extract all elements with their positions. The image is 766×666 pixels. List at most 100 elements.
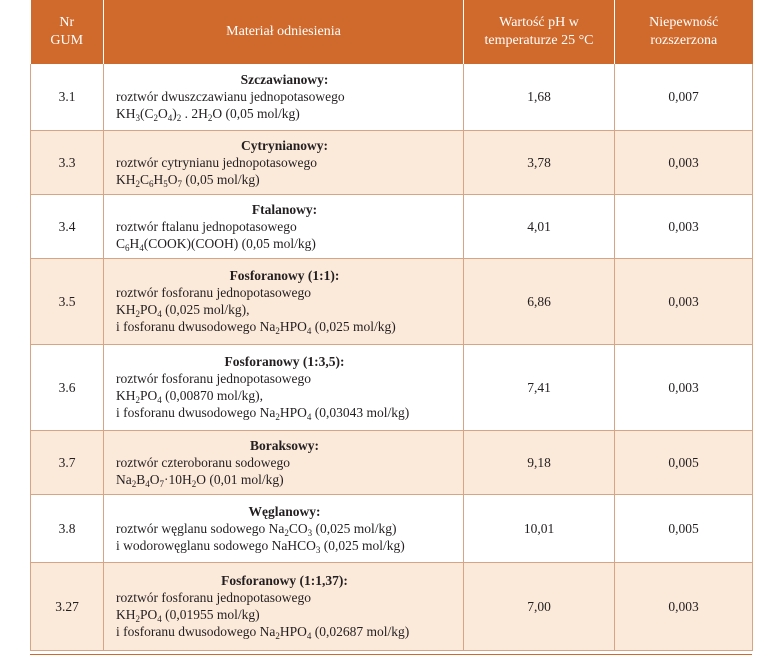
material-line: roztwór fosforanu jednopotasowego [114,589,455,606]
cell-ph-value: 10,01 [463,494,615,563]
text-segment: KH [116,171,136,187]
header-nr-gum: Nr GUM [30,0,104,64]
text-segment: (0,025 mol/kg), [161,302,250,317]
formula-subscript: 2 [135,309,141,319]
text-segment: . 2H [181,106,208,122]
formula-subscript: 5 [163,178,168,189]
cell-nr: 3.27 [30,562,104,651]
table-row: 3.7 Boraksowy: roztwór czteroboranu sodowe… [30,430,753,495]
ph-reference-table: Nr GUM Materiał odniesienia Wartość pH w… [30,0,753,651]
cell-material: Fosforanowy (1:1,37): roztwór fosforanu j… [103,562,464,651]
header-uncertainty: Niepewność rozszerzona [614,0,753,64]
material-title: Ftalanowy: [251,201,318,217]
material-title: Boraksowy: [249,437,319,453]
cell-nr: 3.4 [30,194,104,259]
formula-subscript: 2 [275,631,280,641]
formula-subscript: 4 [157,309,162,319]
formula-subscript: 7 [159,478,165,489]
table-body: 3.1 Szczawianowy: roztwór dwuszczawianu je… [30,64,753,651]
material-line: KH3(C2O4)2 . 2H2O (0,05 mol/kg) [114,105,455,124]
text-segment: ·10H [164,471,192,487]
formula-subscript: 7 [177,178,183,189]
table-row: 3.6 Fosforanowy (1:3,5): roztwór fosforanu… [30,344,753,431]
material-title: Szczawianowy: [240,72,329,88]
text-segment: i wodorowęglanu sodowego NaHCO [116,537,316,553]
material-line: KH2PO4 (0,01955 mol/kg) [114,606,455,624]
material-line: roztwór fosforanu jednopotasowego [114,370,455,387]
text-segment: Na [116,471,132,487]
formula-subscript: 4 [157,614,162,624]
text-segment: O [149,471,160,487]
cell-uncertainty: 0,005 [614,494,753,563]
material-line: i fosforanu dwusodowego Na2HPO4 (0,02687… [114,623,455,641]
cell-nr: 3.8 [30,494,104,563]
table-row: 3.27 Fosforanowy (1:1,37): roztwór fosfora… [30,562,753,651]
material-line: KH2C6H5O7 (0,05 mol/kg) [114,171,455,189]
cell-material: Boraksowy: roztwór czteroboranu sodowego N… [103,430,464,495]
cell-ph-value: 9,18 [463,430,615,495]
cell-ph-value: 1,68 [463,64,615,131]
text-segment: roztwór fosforanu jednopotasowego [116,371,311,386]
formula-subscript: 2 [284,527,289,538]
text-segment: B [136,471,146,487]
formula-subscript: 3 [315,544,321,555]
material-line: roztwór czteroboranu sodowego [114,454,455,471]
text-segment: (0,03043 mol/kg) [311,405,410,420]
text-segment: (0,025 mol/kg) [320,537,405,553]
formula-subscript: 2 [135,178,141,189]
text-segment: KH [116,388,136,403]
cell-material: Fosforanowy (1:3,5): roztwór fosforanu je… [103,344,464,431]
text-segment: H [129,235,140,251]
text-segment: (0,025 mol/kg) [311,319,396,334]
text-segment: KH [116,607,136,622]
material-line: roztwór ftalanu jednopotasowego [114,218,455,235]
cell-ph-value: 7,00 [463,562,615,651]
text-segment: HPO [279,405,307,420]
header-ph-value: Wartość pH w temperaturze 25 °C [463,0,615,64]
material-line: roztwór fosforanu jednopotasowego [114,284,455,301]
cell-nr: 3.5 [30,258,104,345]
text-segment: roztwór ftalanu jednopotasowego [116,218,297,234]
formula-subscript: 6 [125,242,130,253]
formula-subscript: 6 [149,178,154,189]
cell-nr: 3.6 [30,344,104,431]
formula-subscript: 2 [131,478,137,489]
text-segment: (0,01955 mol/kg) [161,607,260,622]
material-title: Węglanowy: [248,503,321,519]
cell-ph-value: 4,01 [463,194,615,259]
table-row: 3.1 Szczawianowy: roztwór dwuszczawianu je… [30,64,753,131]
text-segment: roztwór czteroboranu sodowego [116,454,290,470]
text-segment: (0,00870 mol/kg), [161,388,264,403]
cell-ph-value: 7,41 [463,344,615,431]
text-segment: roztwór fosforanu jednopotasowego [116,285,311,300]
material-title: Fosforanowy (1:1): [229,268,340,283]
text-segment: KH [116,302,136,317]
text-segment: (COOK)(COOH) (0,05 mol/kg) [143,235,316,251]
material-line: KH2PO4 (0,025 mol/kg), [114,301,455,319]
formula-subscript: 2 [153,113,159,124]
cell-uncertainty: 0,005 [614,430,753,495]
material-line: i fosforanu dwusodowego Na2HPO4 (0,03043… [114,404,455,422]
cell-uncertainty: 0,003 [614,130,753,195]
cell-ph-value: 6,86 [463,258,615,345]
text-segment: C [140,171,150,187]
formula-subscript: 4 [167,113,173,124]
cell-nr: 3.1 [30,64,104,131]
table-row: 3.5 Fosforanowy (1:1): roztwór fosforanu j… [30,258,753,345]
text-segment: i fosforanu dwusodowego Na [116,319,276,334]
cell-uncertainty: 0,003 [614,344,753,431]
material-line: KH2PO4 (0,00870 mol/kg), [114,387,455,405]
formula-subscript: 4 [306,412,312,422]
formula-subscript: 4 [306,326,312,336]
text-segment: O [167,171,178,187]
text-segment: PO [140,302,158,317]
material-line: i fosforanu dwusodowego Na2HPO4 (0,025 m… [114,318,455,336]
bottom-rule [30,654,752,655]
formula-subscript: 4 [145,478,150,489]
text-segment: CO [288,520,308,536]
material-line: roztwór dwuszczawianu jednopotasowego [114,88,455,105]
formula-subscript: 3 [307,527,313,538]
formula-subscript: 2 [275,326,280,336]
formula-subscript: 2 [275,412,280,422]
text-segment: (C [140,106,154,122]
